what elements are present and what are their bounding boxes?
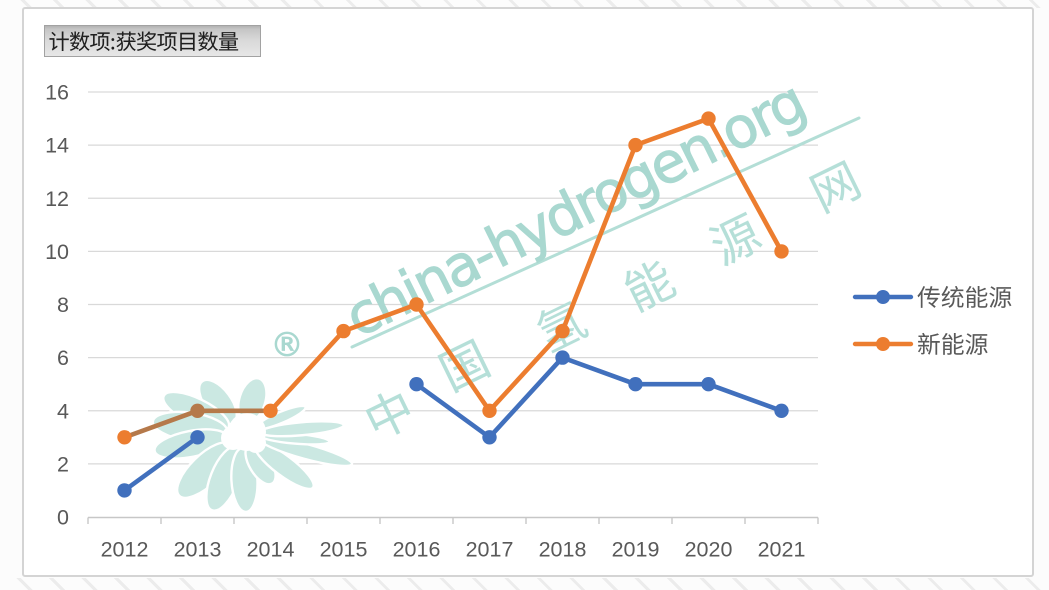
data-point-new-energy [628, 137, 643, 153]
data-point-traditional-energy [190, 430, 205, 445]
watermark-flower [151, 377, 354, 514]
y-axis-label: 14 [45, 134, 69, 158]
data-point-new-energy [482, 403, 497, 418]
data-point-traditional-energy [117, 483, 132, 498]
watermark-cjk-glyph [708, 211, 763, 267]
data-point-traditional-energy [482, 430, 497, 445]
cjk-glyph [965, 285, 988, 308]
page-edge-hatch-bottom [0, 578, 1049, 590]
x-axis-label: 2021 [758, 538, 806, 562]
y-axis-label: 4 [57, 399, 69, 423]
legend-label [917, 332, 988, 355]
watermark-cjk-char [624, 260, 677, 314]
watermark-cjk-char [708, 211, 763, 267]
cjk-glyph [198, 31, 219, 52]
cjk-glyph [917, 332, 940, 355]
series-line-new-energy [268, 116, 784, 414]
data-point-traditional-energy [628, 377, 643, 392]
series-traditional-energy [117, 350, 789, 498]
cjk-glyph [965, 333, 988, 355]
x-axis-label: 2020 [685, 538, 733, 562]
cjk-glyph [808, 159, 862, 215]
cjk-glyph [218, 32, 239, 51]
data-point-new-energy [336, 323, 351, 339]
cjk-glyph [111, 38, 115, 50]
data-point-new-energy [409, 297, 424, 312]
legend-label [917, 285, 1012, 308]
x-axis-label: 2015 [320, 538, 368, 562]
y-axis-label: 0 [57, 506, 69, 530]
legend-marker-dot [876, 290, 890, 304]
pivot-field-button-label [49, 31, 239, 52]
data-point-new-energy [701, 111, 716, 126]
watermark-cjk-char [365, 393, 411, 435]
series-line-traditional-energy [122, 434, 200, 493]
cjk-glyph [917, 286, 940, 308]
series-line-traditional-energy [414, 355, 784, 440]
x-axis-label: 2016 [393, 538, 441, 562]
data-point-new-energy [263, 403, 278, 418]
cjk-glyph [941, 285, 964, 308]
y-axis-label: 16 [45, 81, 69, 105]
data-point-traditional-energy [774, 403, 789, 418]
y-axis-label: 8 [57, 293, 69, 317]
x-axis-label: 2013 [174, 538, 222, 562]
x-axis-label: 2017 [466, 538, 514, 562]
pivot-field-button[interactable] [44, 25, 261, 57]
data-point-new-energy [774, 244, 789, 259]
data-point-new-energy [117, 430, 132, 445]
x-axis-label: 2014 [247, 538, 295, 562]
data-point-traditional-energy [555, 350, 570, 365]
data-point-traditional-energy [409, 377, 424, 392]
cjk-glyph [116, 31, 136, 52]
x-axis-label: 2018 [539, 538, 587, 562]
x-axis-label: 2019 [612, 538, 660, 562]
cjk-glyph [136, 31, 157, 52]
flower-center-hole [221, 426, 245, 450]
y-axis-label: 10 [45, 240, 69, 264]
chart-frame: 0 2 4 6 8 10 12 14 16 2012 2013 2014 2015 2016 2017 201… [22, 7, 1034, 577]
watermark-line [350, 116, 861, 349]
cjk-glyph [365, 393, 411, 435]
cjk-glyph [989, 286, 1012, 308]
watermark-cjk-glyph [808, 159, 862, 215]
gridlines [88, 91, 818, 465]
watermark-cjk-glyph [365, 393, 411, 435]
x-axis [87, 516, 819, 524]
legend-marker-dot [876, 337, 890, 351]
data-point-new-energy [555, 323, 570, 339]
watermark-cjk-char [808, 159, 862, 215]
cjk-glyph [708, 211, 763, 267]
data-point-new-energy [190, 403, 205, 418]
cjk-glyph [69, 31, 90, 52]
registered-mark: ® [271, 325, 304, 364]
x-axis-label: 2012 [101, 538, 149, 562]
series-new-energy [117, 111, 789, 445]
y-axis-label: 2 [57, 452, 69, 476]
flower-center-hole [246, 433, 266, 453]
page-edge-hatch-top [0, 0, 1049, 8]
y-axis-label: 6 [57, 346, 69, 370]
cjk-glyph [942, 332, 964, 355]
watermark: ® china-hydrogen.org [151, 69, 862, 514]
data-point-traditional-energy [701, 377, 716, 392]
axis-labels: 0 2 4 6 8 10 12 14 16 2012 2013 2014 2015 2016 2017 201… [45, 81, 805, 562]
legend-item [852, 332, 988, 355]
watermark-cjk-glyph [624, 260, 677, 314]
y-axis-label: 12 [45, 187, 69, 211]
cjk-glyph [180, 32, 195, 51]
legend [852, 285, 1012, 355]
legend-item [852, 285, 1012, 308]
cjk-glyph [624, 260, 677, 314]
pivot-line-chart: 0 2 4 6 8 10 12 14 16 2012 2013 2014 2015 2016 2017 201… [44, 25, 1012, 562]
